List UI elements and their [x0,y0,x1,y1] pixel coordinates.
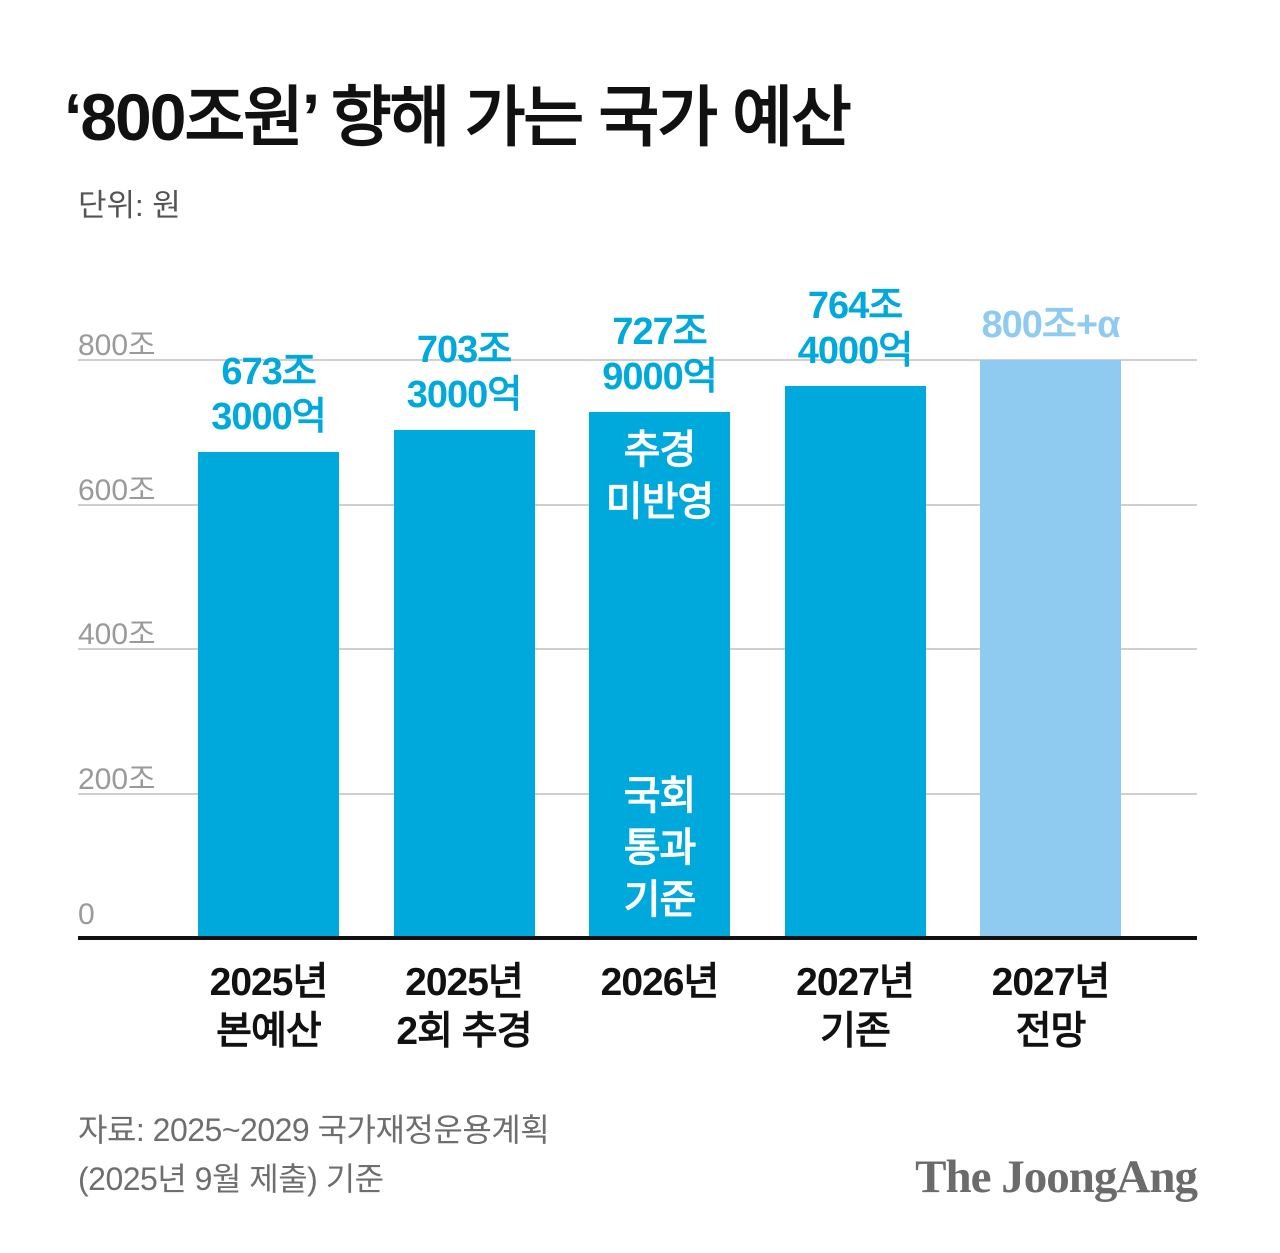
bar-value-label: 703조 3000억 [406,329,523,416]
unit-label: 단위: 원 [78,188,181,223]
x-axis-label: 2025년 본예산 [209,961,329,1053]
bar [589,412,730,938]
joongang-logo: The JoongAng [915,1151,1198,1203]
bar-value-label: 673조 3000억 [211,351,327,438]
bar-value-label: 800조+α [981,304,1121,346]
bar-annotation: 추경 미반영 [605,428,714,524]
y-axis-label: 200조 [78,763,156,796]
source-line-1: 자료: 2025~2029 국가재정운용계획 [78,1112,550,1148]
bar-annotation: 국회 통과 기준 [623,774,697,922]
bar [980,360,1121,938]
x-axis-label: 2027년 전망 [991,961,1111,1053]
bar [784,386,926,938]
x-axis-label: 2026년 [600,961,720,1004]
y-axis-label: 800조 [78,329,156,362]
y-axis-label: 0 [78,898,95,931]
bar [198,452,339,938]
bar-value-label: 727조 9000억 [602,311,718,398]
bar [393,430,535,938]
bar-value-label: 764조 4000억 [797,285,914,372]
grid-line [78,359,1197,361]
x-axis-line [78,936,1197,940]
source-note: 자료: 2025~2029 국가재정운용계획 (2025년 9월 제출) 기준 [78,1106,550,1204]
x-axis-label: 2027년 기존 [796,961,915,1053]
x-axis-label: 2025년 2회 추경 [396,961,532,1053]
y-axis-label: 600조 [78,474,156,507]
chart-title: ‘800조원’ 향해 가는 국가 예산 [64,80,852,154]
source-line-2: (2025년 9월 제출) 기준 [78,1161,384,1197]
y-axis-label: 400조 [78,618,156,651]
